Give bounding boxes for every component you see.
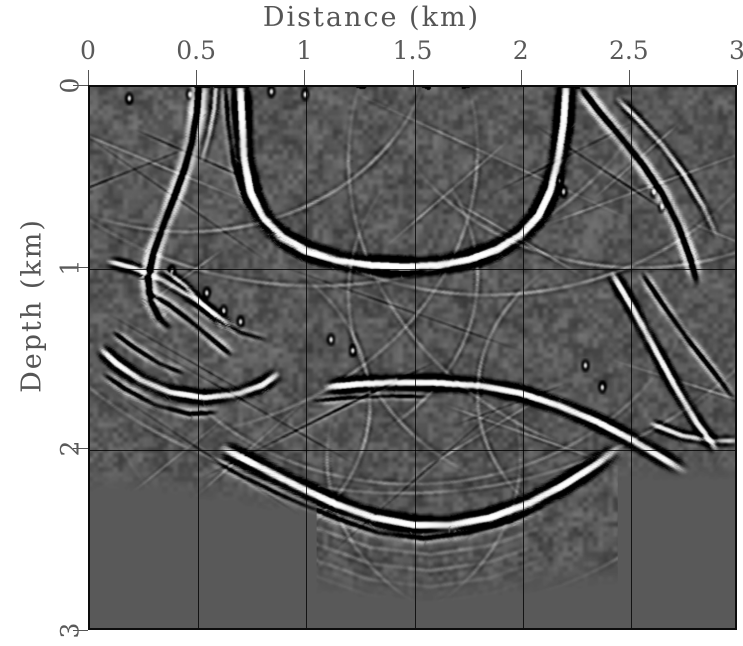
x-tick-mark: [628, 70, 630, 85]
x-tick-mark: [88, 70, 89, 85]
y-tick-label: 3: [55, 622, 85, 639]
gridline-vertical: [198, 87, 199, 628]
x-tick-mark: [737, 70, 738, 85]
gridline-horizontal: [90, 269, 735, 270]
x-tick-mark: [412, 70, 414, 85]
x-tick-label: 1: [296, 36, 313, 65]
x-tick-label: 2: [512, 36, 529, 65]
gridline-vertical: [306, 87, 307, 628]
x-tick-mark: [520, 70, 522, 85]
gridline-horizontal: [90, 450, 735, 451]
x-tick-mark: [304, 70, 306, 85]
gridline-vertical: [415, 87, 416, 628]
gridline-vertical: [523, 87, 524, 628]
plot-area: [88, 85, 737, 630]
x-tick-label: 3: [729, 36, 743, 65]
y-tick-mark: [73, 266, 88, 268]
x-axis-title: Distance (km): [262, 2, 481, 33]
x-tick-label: 0.5: [176, 36, 217, 65]
x-tick-label: 1.5: [392, 36, 433, 65]
y-tick-mark: [73, 448, 88, 450]
y-tick-label: 2: [55, 440, 85, 457]
gridline-vertical: [631, 87, 632, 628]
y-tick-mark: [73, 630, 88, 631]
y-tick-mark: [73, 85, 88, 86]
x-tick-label: 0: [80, 36, 96, 65]
y-tick-label: 1: [55, 259, 85, 276]
x-tick-label: 2.5: [608, 36, 649, 65]
y-tick-label: 0: [55, 77, 85, 94]
seismic-image-canvas: [90, 87, 735, 628]
y-axis-title: Depth (km): [16, 218, 48, 393]
x-tick-mark: [196, 70, 198, 85]
